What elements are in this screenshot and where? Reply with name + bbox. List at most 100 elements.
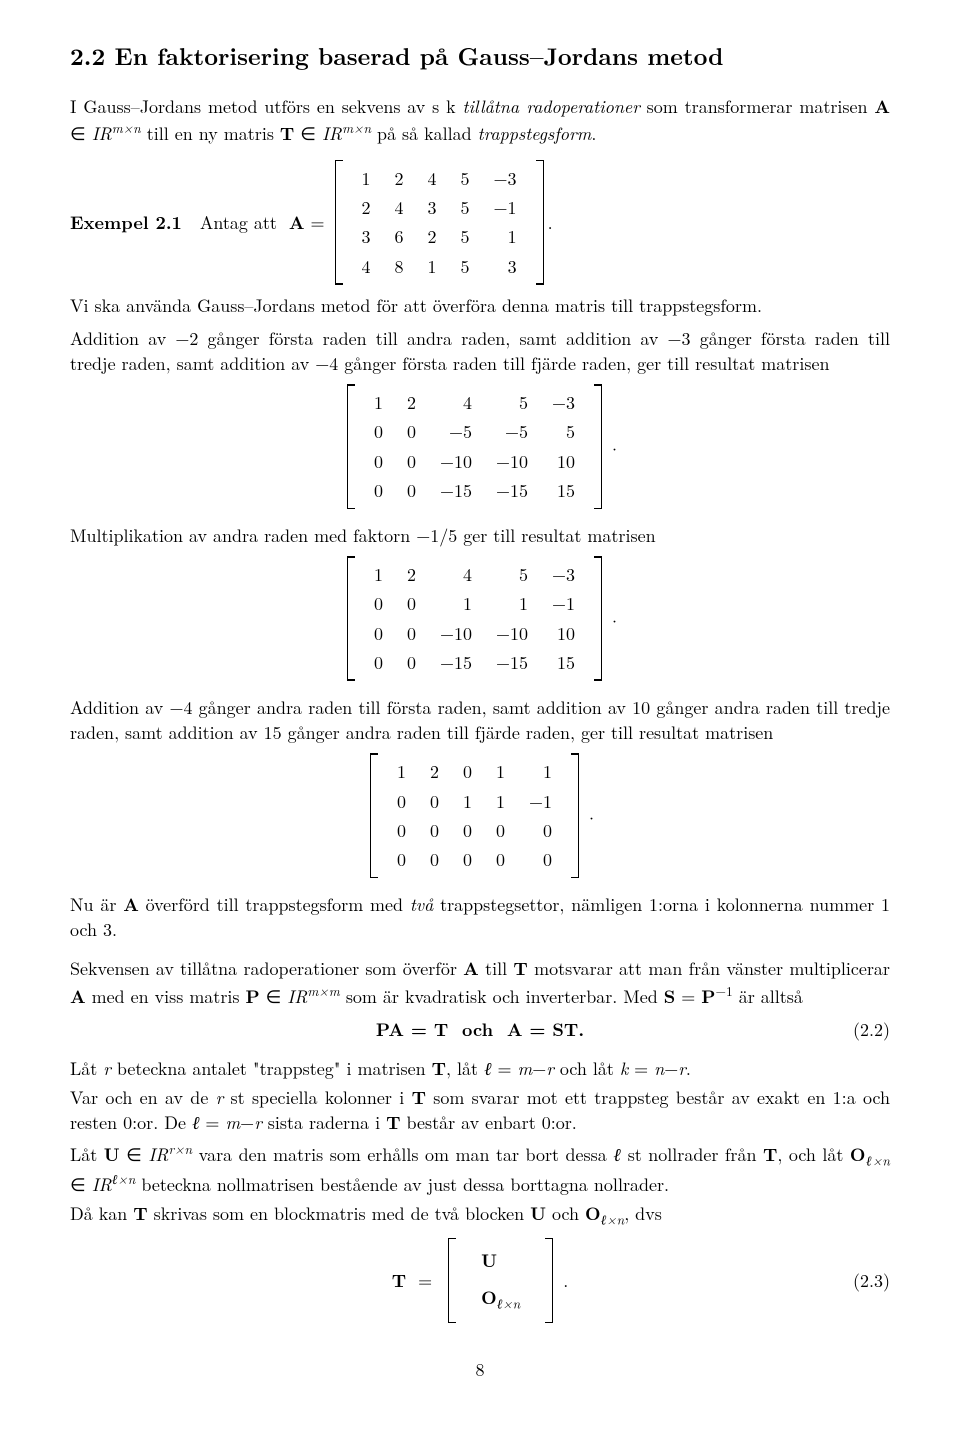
cell: 5 [449, 222, 482, 251]
sym-r: r [678, 1056, 686, 1081]
bracket-left [347, 384, 358, 509]
cell: 0 [395, 476, 428, 505]
text: Antag att [182, 210, 289, 235]
sym-O: O [585, 1201, 601, 1226]
sup: −1 [715, 981, 732, 1000]
cell: 1 [484, 589, 540, 618]
sym-T: T [763, 1142, 777, 1167]
cell: 0 [385, 845, 418, 874]
cell: −5 [428, 417, 484, 446]
paragraph: Addition av −4 gånger andra raden till f… [70, 695, 890, 745]
matrix-table: 1245−3 2435−1 36251 48153 [350, 164, 529, 281]
cell: 5 [540, 417, 587, 446]
text: beteckna nollmatrisen bestående av just … [135, 1172, 669, 1197]
cell: 4 [350, 252, 383, 281]
section-heading: 2.2 En faktorisering baserad på Gauss–Jo… [70, 40, 890, 74]
cell: 1 [416, 252, 449, 281]
sym-k: k [620, 1056, 628, 1081]
cell: 0 [362, 589, 395, 618]
cell: 0 [362, 447, 395, 476]
text: , dvs [624, 1201, 662, 1226]
paragraph: Addition av −2 gånger första raden till … [70, 326, 890, 376]
text: = [675, 984, 701, 1009]
cell: −15 [428, 648, 484, 677]
text: beteckna antalet "trappsteg" i matrisen [111, 1056, 432, 1081]
sym-ell: ℓ [484, 1056, 492, 1081]
bracket-left [370, 753, 381, 878]
cell: 0 [451, 757, 484, 786]
intro-paragraph: I Gauss–Jordans metod utförs en sekvens … [70, 94, 890, 146]
cell: 0 [418, 787, 451, 816]
cell: 0 [395, 417, 428, 446]
matrix-table: 12011 0011−1 00000 00000 [385, 757, 564, 874]
text: och [546, 1201, 585, 1226]
text: . [591, 121, 596, 146]
block-matrix: U Oℓ×n [448, 1238, 553, 1324]
cell: 4 [428, 560, 484, 589]
cell: 1 [484, 787, 517, 816]
text: , och låt [777, 1142, 849, 1167]
text: = [628, 1056, 654, 1081]
example-label: Exempel 2.1 [70, 210, 182, 235]
paragraph: Multiplikation av andra raden med faktor… [70, 523, 890, 548]
cell: 8 [383, 252, 416, 281]
cell: 3 [416, 193, 449, 222]
cell: 1 [482, 222, 529, 251]
text: och låt [554, 1056, 620, 1081]
cell: 1 [362, 560, 395, 589]
cell: 0 [418, 816, 451, 845]
matrix-table: 1245−3 00−5−55 00−10−1010 00−15−1515 [362, 388, 587, 505]
text: − [664, 1056, 678, 1081]
sym-T: T [133, 1201, 147, 1226]
cell: −1 [540, 589, 587, 618]
sym-A: A [289, 210, 305, 235]
eq-text: PA = T och A = ST. [376, 1017, 584, 1042]
sym-S: S [664, 984, 676, 1009]
cell: −3 [540, 388, 587, 417]
cell: 0 [451, 845, 484, 874]
matrix-block: 1245−3 0011−1 00−10−1010 00−15−1515 . [70, 556, 890, 681]
page: 2.2 En faktorisering baserad på Gauss–Jo… [0, 0, 960, 1413]
sym-A: A [874, 94, 890, 119]
text: ∈ [260, 984, 288, 1009]
cell: 4 [416, 164, 449, 193]
sym-T: T [412, 1085, 426, 1110]
cell: 5 [449, 193, 482, 222]
cell: −5 [484, 417, 540, 446]
cell: 2 [418, 757, 451, 786]
text-italic: två [410, 892, 433, 917]
cell: 0 [395, 447, 428, 476]
cell: −15 [428, 476, 484, 505]
paragraph: Låt U ∈ IRr×n vara den matris som erhåll… [70, 1140, 890, 1198]
cell: 4 [428, 388, 484, 417]
cell: 2 [395, 388, 428, 417]
text: vara den matris som erhålls om man tar b… [192, 1142, 613, 1167]
sym-A: A [70, 984, 86, 1009]
text: överförd till trappstegsform med [139, 892, 410, 917]
text: till en ny matris [141, 121, 280, 146]
sym-R: IR [92, 1172, 112, 1197]
text: . [583, 801, 594, 826]
cell: −3 [540, 560, 587, 589]
bracket-left [448, 1238, 459, 1324]
cell: −10 [484, 619, 540, 648]
matrix: 1245−3 0011−1 00−10−1010 00−15−1515 [347, 556, 602, 681]
text: st nollrader från [621, 1142, 763, 1167]
cell: 0 [362, 476, 395, 505]
cell: 1 [350, 164, 383, 193]
sym-O: O [850, 1142, 866, 1167]
cell: 0 [395, 589, 428, 618]
sym-U: U [481, 1248, 497, 1273]
sym-T: T [386, 1110, 400, 1135]
matrix-block: 12011 0011−1 00000 00000 . [70, 753, 890, 878]
paragraph: Nu är A överförd till trappstegsform med… [70, 892, 890, 942]
eq-number: (2.3) [853, 1268, 890, 1293]
sup: m×m [307, 981, 339, 1000]
cell: 0 [362, 648, 395, 677]
bracket-right [568, 753, 579, 878]
matrix: 1245−3 00−5−55 00−10−1010 00−15−1515 [347, 384, 602, 509]
equation-2-3: T = U Oℓ×n . (2.3) [70, 1238, 890, 1324]
text: skrivas som en blockmatris med de två bl… [148, 1201, 530, 1226]
text: som transformerar matrisen [640, 94, 875, 119]
cell: 4 [383, 193, 416, 222]
